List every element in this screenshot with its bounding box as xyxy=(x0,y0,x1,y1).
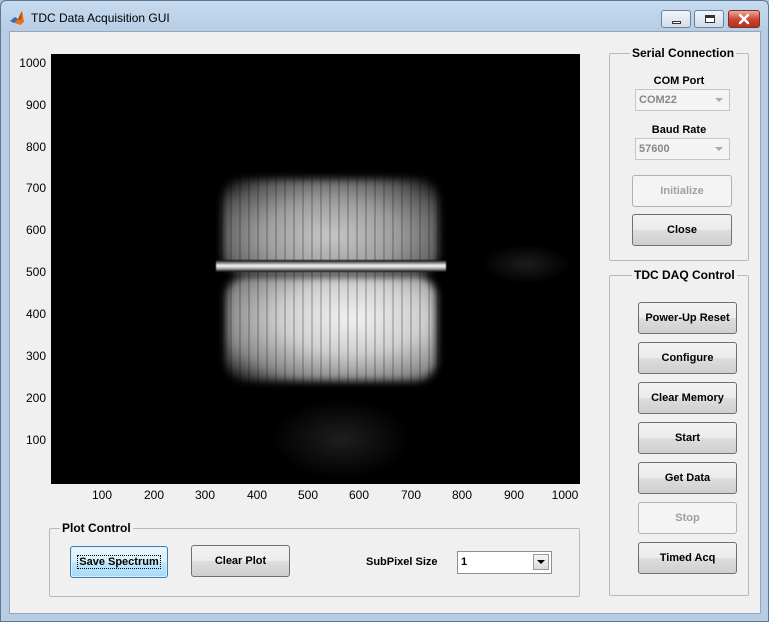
baud-rate-select[interactable]: 57600 xyxy=(635,138,730,160)
y-tick-label: 1000 xyxy=(19,56,46,70)
maximize-button[interactable] xyxy=(694,10,724,28)
com-port-select[interactable]: COM22 xyxy=(635,89,730,111)
close-button[interactable]: Close xyxy=(632,214,732,246)
subpixel-size-select[interactable]: 1 xyxy=(457,551,552,574)
y-tick-label: 300 xyxy=(25,349,46,363)
initialize-button[interactable]: Initialize xyxy=(632,175,732,207)
y-tick-label: 500 xyxy=(25,265,46,279)
x-tick-label: 900 xyxy=(503,488,525,502)
faint-signal-right xyxy=(481,244,571,284)
y-tick-label: 200 xyxy=(25,391,46,405)
close-window-button[interactable] xyxy=(728,10,760,28)
com-port-label: COM Port xyxy=(653,75,705,87)
baud-rate-value: 57600 xyxy=(639,143,670,155)
image-plot-axes[interactable] xyxy=(51,54,580,484)
y-tick-label: 800 xyxy=(25,140,46,154)
get-data-button[interactable]: Get Data xyxy=(638,462,737,494)
serial-connection-panel: Serial Connection COM Port COM22 Baud Ra… xyxy=(609,46,749,261)
x-tick-label: 1000 xyxy=(551,488,579,502)
clear-memory-button[interactable]: Clear Memory xyxy=(638,382,737,414)
x-tick-label: 500 xyxy=(297,488,319,502)
chevron-down-icon xyxy=(711,141,727,157)
com-port-value: COM22 xyxy=(639,94,677,106)
intensity-region-upper xyxy=(223,179,438,274)
stop-button[interactable]: Stop xyxy=(638,502,737,534)
plot-control-title: Plot Control xyxy=(60,521,133,535)
baud-rate-label: Baud Rate xyxy=(651,124,707,136)
close-icon xyxy=(738,13,750,25)
bright-stripe xyxy=(216,260,446,272)
y-tick-label: 900 xyxy=(25,98,46,112)
tdc-daq-control-title: TDC DAQ Control xyxy=(632,268,737,282)
x-tick-label: 700 xyxy=(400,488,422,502)
window-title: TDC Data Acquisition GUI xyxy=(31,11,170,25)
matlab-icon xyxy=(10,11,24,25)
x-tick-label: 400 xyxy=(246,488,268,502)
x-tick-label: 600 xyxy=(348,488,370,502)
figure-client-area: 1000 900 800 700 600 500 400 300 200 100… xyxy=(9,31,761,614)
start-button[interactable]: Start xyxy=(638,422,737,454)
y-tick-label: 700 xyxy=(25,181,46,195)
tdc-daq-control-panel: TDC DAQ Control Power-Up Reset Configure… xyxy=(609,268,749,596)
minimize-button[interactable] xyxy=(661,10,691,28)
subpixel-size-value: 1 xyxy=(461,556,468,568)
serial-connection-title: Serial Connection xyxy=(630,46,737,60)
intensity-region-lower xyxy=(226,276,436,381)
x-tick-label: 200 xyxy=(143,488,165,502)
plot-control-panel: Plot Control Save Spectrum Clear Plot Su… xyxy=(49,521,580,597)
save-spectrum-button[interactable]: Save Spectrum xyxy=(70,546,168,578)
configure-button[interactable]: Configure xyxy=(638,342,737,374)
subpixel-size-label: SubPixel Size xyxy=(366,556,438,568)
timed-acq-button[interactable]: Timed Acq xyxy=(638,542,737,574)
intensity-texture xyxy=(221,174,441,389)
y-tick-label: 100 xyxy=(25,433,46,447)
faint-signal-bottom xyxy=(271,399,411,479)
x-tick-label: 300 xyxy=(194,488,216,502)
y-tick-label: 400 xyxy=(25,307,46,321)
clear-plot-button[interactable]: Clear Plot xyxy=(191,545,290,577)
power-up-reset-button[interactable]: Power-Up Reset xyxy=(638,302,737,334)
maximize-icon xyxy=(705,15,715,23)
save-spectrum-label: Save Spectrum xyxy=(77,555,161,569)
title-bar[interactable]: TDC Data Acquisition GUI xyxy=(1,1,768,31)
x-tick-label: 100 xyxy=(91,488,113,502)
chevron-down-icon xyxy=(711,92,727,108)
x-tick-label: 800 xyxy=(451,488,473,502)
chevron-down-icon xyxy=(533,554,549,570)
minimize-icon xyxy=(672,21,681,24)
y-tick-label: 600 xyxy=(25,223,46,237)
